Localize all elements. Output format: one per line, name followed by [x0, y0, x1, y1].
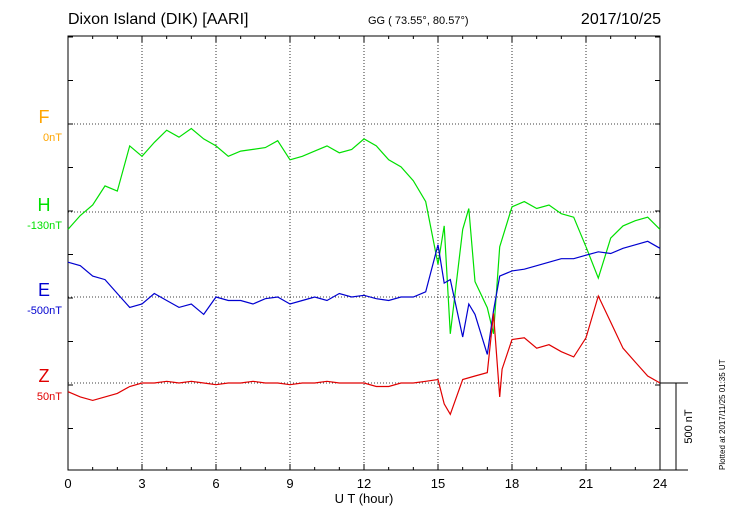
x-tick-label: 15: [431, 476, 445, 491]
series-line-Z: [67, 294, 661, 416]
x-tick-label: 24: [653, 476, 667, 491]
x-tick-label: 18: [505, 476, 519, 491]
series-baseline-E: -500nT: [27, 305, 62, 317]
x-axis-label: U T (hour): [335, 491, 394, 506]
series-line-H: [67, 127, 661, 334]
series-name-E: E: [38, 280, 50, 300]
series-name-F: F: [39, 107, 50, 127]
series-line-E: [67, 240, 661, 355]
x-tick-label: 6: [212, 476, 219, 491]
series-baseline-H: -130nT: [27, 220, 62, 232]
x-tick-label: 0: [64, 476, 71, 491]
series-name-Z: Z: [39, 366, 50, 386]
scale-bar-label: 500 nT: [683, 409, 695, 444]
x-tick-label: 21: [579, 476, 593, 491]
series-baseline-F: 0nT: [43, 132, 62, 144]
x-tick-label: 9: [286, 476, 293, 491]
geographic-coordinates: GG ( 73.55°, 80.57°): [368, 15, 469, 27]
date-label: 2017/10/25: [580, 11, 661, 28]
series-name-H: H: [38, 195, 51, 215]
x-tick-label: 3: [138, 476, 145, 491]
x-tick-label: 12: [357, 476, 371, 491]
series-baseline-Z: 50nT: [37, 391, 62, 403]
plotted-timestamp: Plotted at 2017/11/25 01:35 UT: [718, 359, 727, 470]
station-title: Dixon Island (DIK) [AARI]: [68, 11, 249, 28]
